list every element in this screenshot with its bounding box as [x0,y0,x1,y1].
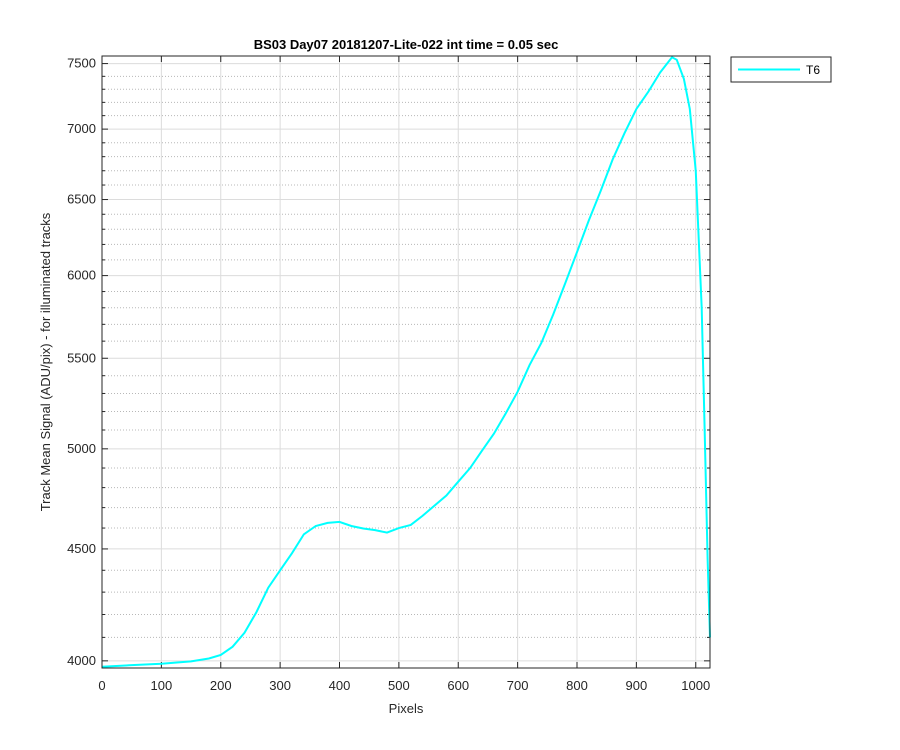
x-tick-label: 400 [329,678,351,693]
plot-area-border [101,55,711,669]
chart-title: BS03 Day07 20181207-Lite-022 int time = … [254,37,559,52]
x-tick-label: 600 [447,678,469,693]
y-tick-labels: 4000 4500 5000 5500 6000 6500 7000 7500 [67,56,96,668]
legend: T6 [730,56,832,83]
y-tick-label: 4000 [67,653,96,668]
x-tick-label: 0 [98,678,105,693]
y-tick-label: 6500 [67,192,96,207]
x-tick-label: 500 [388,678,410,693]
x-tick-label: 300 [269,678,291,693]
y-tick-label: 4500 [67,541,96,556]
y-tick-label: 7500 [67,56,96,71]
x-tick-label: 200 [210,678,232,693]
x-tick-label: 900 [626,678,648,693]
y-tick-label: 5000 [67,441,96,456]
y-tick-label: 6000 [67,268,96,283]
x-tick-label: 800 [566,678,588,693]
y-axis-label: Track Mean Signal (ADU/pix) - for illumi… [38,212,53,511]
x-tick-labels: 0 100 200 300 400 500 600 700 800 900 1000 [98,678,710,693]
legend-entry-T6: T6 [806,63,820,77]
series-line-T6 [101,55,711,668]
x-tick-label: 700 [507,678,529,693]
x-tick-label: 100 [151,678,173,693]
y-tick-label: 5500 [67,350,96,365]
x-axis-label: Pixels [389,701,424,716]
x-tick-label: 1000 [681,678,710,693]
y-tick-label: 7000 [67,121,96,136]
